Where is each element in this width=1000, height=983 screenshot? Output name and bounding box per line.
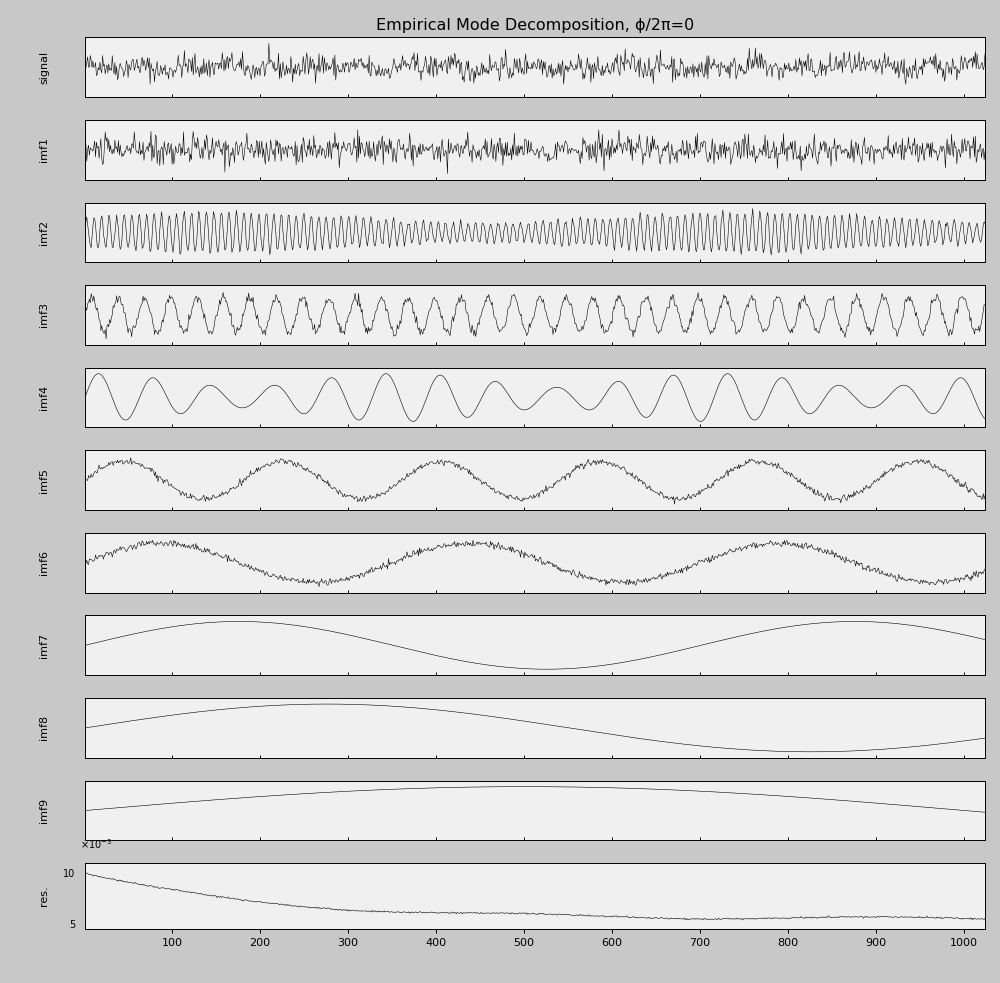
- Y-axis label: res.: res.: [40, 886, 50, 906]
- Title: Empirical Mode Decomposition, ϕ/2π=0: Empirical Mode Decomposition, ϕ/2π=0: [376, 19, 694, 33]
- Y-axis label: imf8: imf8: [40, 716, 50, 740]
- Y-axis label: imf5: imf5: [40, 468, 50, 492]
- Y-axis label: imf4: imf4: [40, 385, 50, 410]
- Y-axis label: imf6: imf6: [40, 550, 50, 575]
- Y-axis label: imf7: imf7: [40, 633, 50, 658]
- Text: $\times 10^{-3}$: $\times 10^{-3}$: [80, 838, 113, 851]
- Y-axis label: imf1: imf1: [40, 138, 50, 162]
- Y-axis label: imf2: imf2: [40, 220, 50, 245]
- Y-axis label: imf9: imf9: [40, 798, 50, 823]
- Y-axis label: imf3: imf3: [40, 303, 50, 327]
- Y-axis label: signal: signal: [40, 51, 50, 84]
